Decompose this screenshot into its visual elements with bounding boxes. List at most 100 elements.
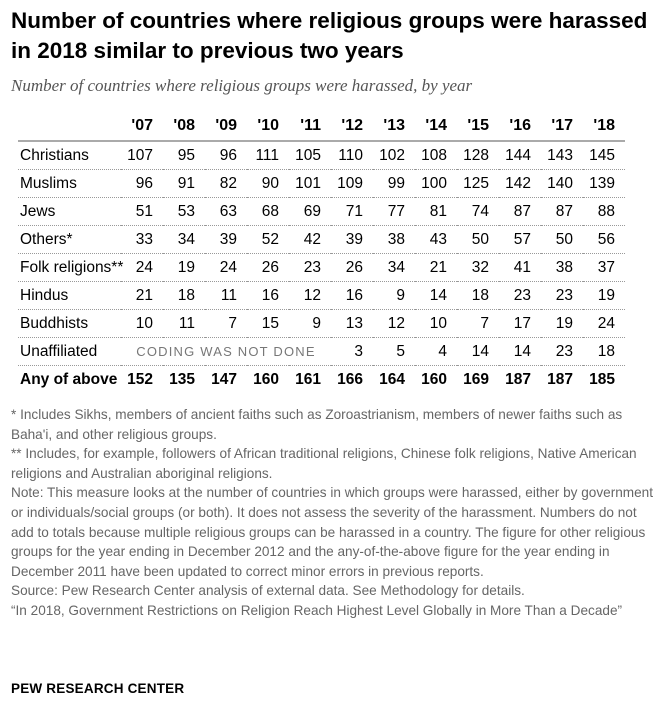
table-cell: 160 <box>421 370 447 388</box>
table-cell: 3 <box>331 337 373 366</box>
table-cell: 9 <box>373 281 415 310</box>
table-cell: 50 <box>541 225 583 254</box>
table-cell: 135 <box>169 370 195 388</box>
table-cell: 51 <box>121 197 163 226</box>
column-header: '15 <box>457 112 499 142</box>
table-cell: 19 <box>163 253 205 282</box>
table-cell: 15 <box>247 309 289 338</box>
table-cell: 57 <box>499 225 541 254</box>
footnote-note: Note: This measure looks at the number o… <box>11 485 654 579</box>
table-row: Hindus 21 18 11 16 12 16 9 14 18 23 23 19 <box>18 281 625 310</box>
table-cell: 77 <box>373 197 415 226</box>
table-cell: 41 <box>499 253 541 282</box>
table-cell: 169 <box>463 370 489 388</box>
row-label: Christians <box>18 141 121 170</box>
table-cell: 147 <box>211 370 237 388</box>
header-blank <box>18 112 121 142</box>
table-cell: 105 <box>289 141 331 170</box>
table-cell: 96 <box>205 141 247 170</box>
table-cell: 23 <box>499 281 541 310</box>
table-row: Others* 33 34 39 52 42 39 38 43 50 57 50 56 <box>18 225 625 254</box>
footnote-others: * Includes Sikhs, members of ancient fai… <box>11 407 623 442</box>
table-cell: 161 <box>295 370 321 388</box>
table-cell: 96 <box>121 169 163 198</box>
table-cell: 110 <box>331 141 373 170</box>
table-cell: 26 <box>247 253 289 282</box>
table-cell: 69 <box>289 197 331 226</box>
table-cell: 32 <box>457 253 499 282</box>
table-cell: 108 <box>415 141 457 170</box>
table-cell: 50 <box>457 225 499 254</box>
column-header: '14 <box>415 112 457 142</box>
brand-logo-text: PEW RESEARCH CENTER <box>11 681 185 696</box>
table-cell: 140 <box>541 169 583 198</box>
table-cell: 10 <box>121 309 163 338</box>
table-cell: 109 <box>331 169 373 198</box>
table-cell: 34 <box>163 225 205 254</box>
row-label: Folk religions** <box>18 253 123 282</box>
coding-note: CODING WAS NOT DONE <box>121 337 331 366</box>
column-header: '11 <box>289 112 331 142</box>
table-cell: 17 <box>499 309 541 338</box>
table-cell: 74 <box>457 197 499 226</box>
footnote-folk: ** Includes, for example, followers of A… <box>11 446 637 481</box>
table-cell: 187 <box>547 370 573 388</box>
table-cell: 19 <box>541 309 583 338</box>
table-cell: 99 <box>373 169 415 198</box>
table-cell: 128 <box>457 141 499 170</box>
table-cell: 164 <box>379 370 405 388</box>
row-label: Others* <box>18 225 121 254</box>
data-table: '07'08'09'10'11'12'13'14'15'16'17'18 Chr… <box>18 112 625 393</box>
row-label: Unaffiliated <box>18 337 121 366</box>
table-cell: 4 <box>415 337 457 366</box>
column-header: '13 <box>373 112 415 142</box>
table-cell: 12 <box>289 281 331 310</box>
table-cell: 23 <box>289 253 331 282</box>
table-cell: 5 <box>373 337 415 366</box>
table-cell: 111 <box>247 141 289 170</box>
table-cell: 160 <box>253 370 279 388</box>
table-row: Folk religions** 24 19 24 26 23 26 34 21 32 41 38 37 <box>18 253 625 282</box>
table-cell: 166 <box>337 370 363 388</box>
table-cell: 12 <box>373 309 415 338</box>
table-cell: 91 <box>163 169 205 198</box>
column-header: '12 <box>331 112 373 142</box>
table-cell: 39 <box>331 225 373 254</box>
table-cell: 63 <box>205 197 247 226</box>
table-cell: 34 <box>373 253 415 282</box>
table-cell: 95 <box>163 141 205 170</box>
table-cell: 152 <box>127 370 153 388</box>
table-cell: 52 <box>247 225 289 254</box>
table-cell: 16 <box>247 281 289 310</box>
table-row: Muslims 96 91 82 90 101 109 99 100 125 142 140 139 <box>18 169 625 198</box>
table-cell: 87 <box>541 197 583 226</box>
table-cell: 100 <box>415 169 457 198</box>
table-cell: 21 <box>415 253 457 282</box>
table-cell: 33 <box>121 225 163 254</box>
table-cell: 18 <box>163 281 205 310</box>
column-header: '16 <box>499 112 541 142</box>
table-cell: 88 <box>583 197 625 226</box>
table-cell: 143 <box>541 141 583 170</box>
column-header: '17 <box>541 112 583 142</box>
table-cell: 11 <box>163 309 205 338</box>
row-label: Muslims <box>18 169 121 198</box>
table-cell: 21 <box>121 281 163 310</box>
table-row: Unaffiliated CODING WAS NOT DONE 3 5 4 14 14 23… <box>18 337 625 366</box>
row-label: Hindus <box>18 281 121 310</box>
table-row: Any of above 152 135 147 160 161 166 164 160 169 1… <box>18 366 625 394</box>
table-cell: 101 <box>289 169 331 198</box>
table-cell: 11 <box>205 281 247 310</box>
table-cell: 102 <box>373 141 415 170</box>
table-cell: 39 <box>205 225 247 254</box>
table-cell: 38 <box>541 253 583 282</box>
table-cell: 87 <box>499 197 541 226</box>
table-cell: 90 <box>247 169 289 198</box>
table-row: Buddhists 10 11 7 15 9 13 12 10 7 17 19 24 <box>18 309 625 338</box>
table-cell: 24 <box>583 309 625 338</box>
table-row: Jews 51 53 63 68 69 71 77 81 74 87 87 88 <box>18 197 625 226</box>
row-label: Any of above <box>20 370 118 388</box>
column-header: '18 <box>583 112 625 142</box>
table-cell: 145 <box>583 141 625 170</box>
table-cell: 14 <box>415 281 457 310</box>
